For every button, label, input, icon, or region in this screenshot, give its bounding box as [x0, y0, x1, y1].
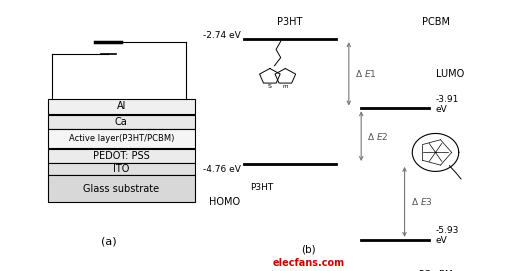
Text: PCBM: PCBM — [422, 17, 449, 27]
Text: HOMO: HOMO — [209, 197, 240, 207]
Bar — [47, 149, 195, 163]
Text: PC$_{60}$BM: PC$_{60}$BM — [418, 269, 453, 271]
Text: $\Delta\ E2$: $\Delta\ E2$ — [367, 131, 389, 142]
Text: LUMO: LUMO — [436, 69, 464, 79]
Text: PEDOT: PSS: PEDOT: PSS — [93, 151, 150, 160]
Text: P3HT: P3HT — [277, 17, 303, 27]
Text: ITO: ITO — [113, 164, 130, 174]
Text: (a): (a) — [101, 237, 116, 247]
Text: elecfans.com: elecfans.com — [272, 258, 345, 268]
Text: P3HT: P3HT — [250, 183, 273, 192]
Text: (b): (b) — [301, 245, 316, 255]
Text: Glass substrate: Glass substrate — [83, 184, 159, 193]
Text: m: m — [283, 83, 288, 89]
Text: -3.91
eV: -3.91 eV — [436, 95, 459, 114]
Bar — [47, 99, 195, 114]
Bar — [47, 129, 195, 148]
Text: -2.74 eV: -2.74 eV — [203, 31, 240, 40]
Text: -4.76 eV: -4.76 eV — [203, 165, 240, 174]
Text: Ca: Ca — [115, 117, 128, 127]
Text: -5.93
eV: -5.93 eV — [436, 226, 459, 245]
Text: Al: Al — [117, 101, 126, 111]
Bar — [47, 115, 195, 129]
Text: $\Delta\ E3$: $\Delta\ E3$ — [411, 196, 432, 207]
Bar — [47, 163, 195, 175]
Text: S: S — [268, 83, 272, 89]
Text: Active layer(P3HT/PCBM): Active layer(P3HT/PCBM) — [69, 134, 174, 143]
Text: $\Delta\ E1$: $\Delta\ E1$ — [355, 68, 377, 79]
Bar — [47, 175, 195, 202]
